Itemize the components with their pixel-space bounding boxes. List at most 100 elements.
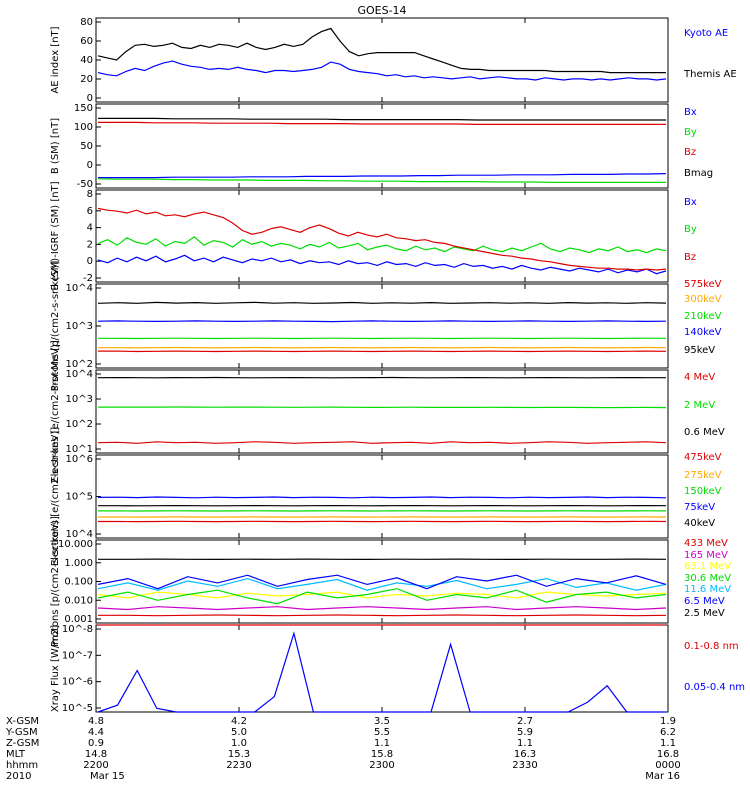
legend-label: Bx xyxy=(684,197,697,208)
series-line xyxy=(97,574,667,590)
y-tick-label: 0 xyxy=(87,93,93,104)
legend-label: 2.5 MeV xyxy=(684,608,725,619)
series-line xyxy=(98,121,666,126)
y-tick-label: 0 xyxy=(87,160,93,171)
footer-value: 15.3 xyxy=(228,749,250,760)
y-tick-label: 10^-5 xyxy=(62,703,93,714)
footer-value: 15.8 xyxy=(371,749,393,760)
legend-label: 0.1-0.8 nm xyxy=(684,641,739,652)
y-axis-label: Electrons [e/(cm2-s-sr-keV)] xyxy=(50,427,61,566)
footer-value: 6.2 xyxy=(660,727,676,738)
footer-row-label: Z-GSM xyxy=(6,738,39,749)
legend-label: 75keV xyxy=(684,502,715,513)
footer-value: 1.1 xyxy=(517,738,533,749)
y-tick-label: 150 xyxy=(74,103,93,114)
y-tick-label: 10.000 xyxy=(58,539,93,550)
panel-frame xyxy=(95,17,669,103)
y-tick-label: 10^6 xyxy=(66,454,93,465)
footer-value: 4.4 xyxy=(88,727,104,738)
series-line xyxy=(97,254,667,275)
panel-frame xyxy=(95,283,669,369)
panel-frame xyxy=(95,624,669,713)
footer-row-label: MLT xyxy=(6,749,26,760)
legend-label: 300keV xyxy=(684,294,722,305)
footer-row-label: Y-GSM xyxy=(5,727,38,738)
y-axis-label: AE index [nT] xyxy=(50,26,61,93)
series-line xyxy=(97,631,666,713)
legend-label: 0.05-0.4 nm xyxy=(684,682,745,693)
y-axis-label: B (SM) [nT] xyxy=(50,118,61,174)
footer-value: 16.8 xyxy=(657,749,679,760)
y-axis-label: Electrons [e/(cm2-s-sr-MeV)] xyxy=(50,340,61,483)
legend-label: 40keV xyxy=(684,518,715,529)
footer-value: 0.9 xyxy=(88,738,104,749)
panel-1: 80 60 40 20 0 AE index [nT] Kyoto AE Themis AE xyxy=(50,17,737,104)
footer-value: 16.3 xyxy=(514,749,536,760)
y-tick-label: 10^1 xyxy=(66,444,93,455)
footer-value: Mar 16 xyxy=(645,771,680,782)
series-line xyxy=(97,236,667,254)
y-tick-label: 100 xyxy=(74,122,93,133)
legend-label: 4 MeV xyxy=(684,372,715,383)
legend-label: 30.6 MeV xyxy=(684,573,731,584)
series-line xyxy=(97,60,667,81)
y-axis-label: Xray Flux [W/m2] xyxy=(50,625,61,712)
series-line xyxy=(97,178,666,183)
legend-label: Bz xyxy=(684,252,696,263)
series-line xyxy=(97,606,667,611)
y-tick-label: 1.000 xyxy=(64,558,93,569)
series-line xyxy=(97,320,667,323)
y-tick-label: 0.001 xyxy=(64,614,93,625)
y-tick-label: -2 xyxy=(83,273,93,284)
y-tick-label: 0.100 xyxy=(64,577,93,588)
panel-4: 10^4 10^3 10^2 Protons [p/(cm2-s-sr-keV)] 57… xyxy=(50,261,722,392)
y-tick-label: 10^4 xyxy=(66,283,93,294)
series-line xyxy=(98,117,666,121)
y-tick-label: 10^-6 xyxy=(62,677,93,688)
series-line xyxy=(97,577,667,591)
y-tick-label: 10^4 xyxy=(66,369,93,380)
legend-label: 0.6 MeV xyxy=(684,427,725,438)
panel-6: 10^6 10^5 10^4 Electrons [e/(cm2-s-sr-keV)]… xyxy=(50,427,722,566)
legend-label: Bx xyxy=(684,107,697,118)
figure-title: GOES-14 xyxy=(357,4,406,17)
y-tick-label: 10^-7 xyxy=(62,650,93,661)
legend-label: By xyxy=(684,224,697,235)
y-tick-label: 20 xyxy=(80,74,93,85)
legend-label: Themis AE xyxy=(683,69,737,80)
y-tick-label: 10^3 xyxy=(66,321,93,332)
footer-value: 0000 xyxy=(655,760,680,771)
series-line xyxy=(97,301,667,304)
legend-label: Kyoto AE xyxy=(684,28,728,39)
y-tick-label: 10^2 xyxy=(66,359,93,370)
series-line xyxy=(97,27,666,74)
legend-label: Bz xyxy=(684,147,696,158)
panel-frame xyxy=(95,454,669,539)
series-line xyxy=(98,614,667,617)
y-tick-label: 10^5 xyxy=(66,492,93,503)
footer-row-label: hhmm xyxy=(6,760,38,771)
y-tick-label: 50 xyxy=(80,141,93,152)
legend-label: Bmag xyxy=(684,168,713,179)
footer-ephemeris: X-GSM 4.8 4.2 3.5 2.7 1.9 Y-GSM 4.4 5.0 5.5 5.9 6.2… xyxy=(5,716,681,782)
panel-frame xyxy=(95,369,669,454)
footer-value: 2.7 xyxy=(517,716,533,727)
footer-value: Mar 15 xyxy=(90,771,125,782)
footer-value: 1.1 xyxy=(374,738,390,749)
series-line xyxy=(98,173,667,179)
series-line xyxy=(97,496,667,499)
legend-label: 2 MeV xyxy=(684,400,715,411)
legend-label: 575keV xyxy=(684,279,722,290)
y-tick-label: 40 xyxy=(80,55,93,66)
y-axis-label: B (SM)-IGRF (SM) [nT] xyxy=(50,181,61,290)
panel-3: 8 6 4 2 0 -2 B (SM)-IGRF (SM) [nT] Bx By Bz xyxy=(50,181,697,290)
footer-value: 1.0 xyxy=(231,738,247,749)
panel-2: 150 100 50 0 -50 B (SM) [nT] Bx By Bz Bmag xyxy=(50,103,713,190)
y-axis-label: Protons [p/(cm2-s-sr-keV)] xyxy=(50,261,61,392)
legend-label: 475keV xyxy=(684,452,722,463)
footer-value: 1.1 xyxy=(660,738,676,749)
panel-5: 10^4 10^3 10^2 10^1 Electrons [e/(cm2-s-sr-M… xyxy=(50,340,725,483)
